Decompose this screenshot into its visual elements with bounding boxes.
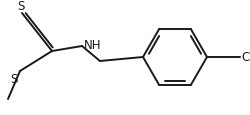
Text: S: S [17,0,25,13]
Text: CH₃: CH₃ [241,51,250,64]
Text: NH: NH [84,39,102,52]
Text: S: S [11,72,18,85]
